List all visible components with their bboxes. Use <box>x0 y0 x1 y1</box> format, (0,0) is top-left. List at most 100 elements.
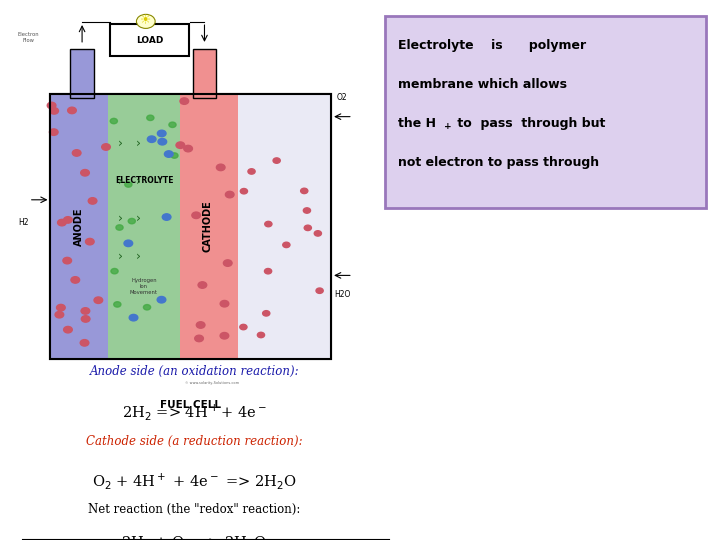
Text: O2: O2 <box>337 93 347 102</box>
Text: CATHODE: CATHODE <box>202 200 212 252</box>
Circle shape <box>273 158 280 163</box>
Bar <box>238 94 331 359</box>
Circle shape <box>143 305 150 310</box>
Circle shape <box>283 242 290 247</box>
Bar <box>14 11 374 389</box>
Circle shape <box>194 335 203 342</box>
Circle shape <box>314 231 321 236</box>
Circle shape <box>225 191 234 198</box>
Circle shape <box>223 260 232 266</box>
Text: ELECTROLYTE: ELECTROLYTE <box>114 177 174 185</box>
Text: H2: H2 <box>18 218 29 227</box>
Text: Electrolyte    is      polymer: Electrolyte is polymer <box>398 39 586 52</box>
Circle shape <box>81 308 90 314</box>
Circle shape <box>58 219 66 226</box>
Circle shape <box>94 297 103 303</box>
Text: to  pass  through but: to pass through but <box>453 117 606 130</box>
Circle shape <box>50 107 58 114</box>
Bar <box>109 24 189 56</box>
Text: ›: › <box>136 250 141 263</box>
Circle shape <box>129 314 138 321</box>
Circle shape <box>72 150 81 156</box>
Circle shape <box>301 188 308 194</box>
Circle shape <box>171 153 178 158</box>
Text: Hydrogen
Ion
Movement: Hydrogen Ion Movement <box>130 279 158 295</box>
Circle shape <box>240 325 247 330</box>
Circle shape <box>158 138 166 145</box>
Bar <box>50 94 108 359</box>
Text: Net reaction (the "redox" reaction):: Net reaction (the "redox" reaction): <box>89 503 300 516</box>
Text: ›: › <box>136 174 141 187</box>
Circle shape <box>81 170 89 176</box>
Bar <box>108 94 180 359</box>
Circle shape <box>240 188 248 194</box>
Text: H2O: H2O <box>334 290 350 299</box>
Circle shape <box>63 258 71 264</box>
Circle shape <box>57 305 66 311</box>
Circle shape <box>162 214 171 220</box>
Circle shape <box>71 276 80 283</box>
Text: ›: › <box>118 250 123 263</box>
Circle shape <box>80 340 89 346</box>
Text: membrane which allows: membrane which allows <box>398 78 567 91</box>
Circle shape <box>89 198 97 204</box>
Circle shape <box>124 240 132 247</box>
Circle shape <box>114 302 121 307</box>
Bar <box>180 94 238 359</box>
Circle shape <box>303 208 310 213</box>
Text: ›: › <box>118 174 123 187</box>
Text: Anode side (an oxidation reaction):: Anode side (an oxidation reaction): <box>89 364 300 377</box>
Text: +: + <box>444 122 451 131</box>
Circle shape <box>50 129 58 136</box>
Text: FUEL CELL: FUEL CELL <box>161 400 221 410</box>
Text: 2H$_2$ => 4H$^+$+ 4e$^-$: 2H$_2$ => 4H$^+$+ 4e$^-$ <box>122 402 267 422</box>
Circle shape <box>157 296 166 303</box>
Text: ›: › <box>136 137 141 150</box>
Circle shape <box>263 310 270 316</box>
Circle shape <box>63 217 72 223</box>
Circle shape <box>111 268 118 274</box>
Circle shape <box>102 144 110 150</box>
Bar <box>50 94 331 359</box>
Circle shape <box>257 332 264 338</box>
Text: the H: the H <box>398 117 436 130</box>
Circle shape <box>220 333 229 339</box>
Circle shape <box>68 107 76 113</box>
Circle shape <box>110 118 117 124</box>
Circle shape <box>158 130 166 137</box>
Text: not electron to pass through: not electron to pass through <box>398 156 599 168</box>
Circle shape <box>264 268 271 274</box>
Circle shape <box>265 221 272 227</box>
Circle shape <box>316 288 323 293</box>
Circle shape <box>55 312 63 318</box>
Text: 2H$_2$ + O$_2$ => 2H$_2$O: 2H$_2$ + O$_2$ => 2H$_2$O <box>122 535 267 540</box>
Text: LOAD: LOAD <box>135 36 163 45</box>
Circle shape <box>164 151 173 157</box>
Circle shape <box>169 122 176 127</box>
Bar <box>71 49 94 98</box>
Text: © www.solarity-Solutions.com: © www.solarity-Solutions.com <box>185 381 240 385</box>
Circle shape <box>217 164 225 171</box>
Circle shape <box>81 316 90 322</box>
Circle shape <box>86 238 94 245</box>
Circle shape <box>147 115 154 120</box>
Circle shape <box>48 102 56 109</box>
Circle shape <box>220 300 229 307</box>
Circle shape <box>116 225 123 230</box>
Circle shape <box>137 15 155 29</box>
Circle shape <box>184 145 192 152</box>
Bar <box>50 94 331 359</box>
Text: Cathode side (a reduction reaction):: Cathode side (a reduction reaction): <box>86 435 302 448</box>
Circle shape <box>176 142 184 149</box>
Text: ›: › <box>136 212 141 225</box>
Circle shape <box>197 322 205 328</box>
Bar <box>193 49 216 98</box>
Text: O$_2$ + 4H$^+$ + 4e$^-$ => 2H$_2$O: O$_2$ + 4H$^+$ + 4e$^-$ => 2H$_2$O <box>92 471 297 491</box>
Circle shape <box>128 218 135 224</box>
Circle shape <box>180 98 189 104</box>
Text: ›: › <box>118 137 123 150</box>
Circle shape <box>148 136 156 143</box>
Circle shape <box>192 212 200 219</box>
Text: ANODE: ANODE <box>74 207 84 246</box>
Text: ☀: ☀ <box>140 14 151 27</box>
